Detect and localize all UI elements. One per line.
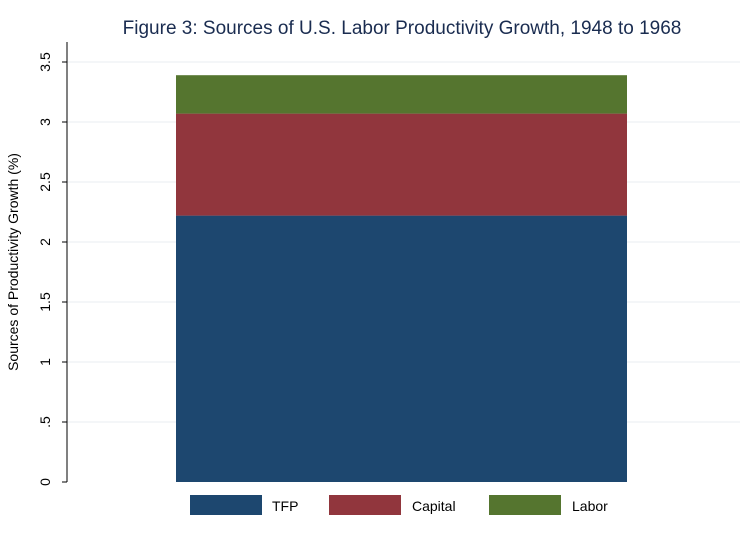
- legend: TFP Capital Labor: [190, 495, 608, 515]
- bar-labor: [176, 75, 627, 114]
- y-tick-label: .5: [37, 416, 53, 428]
- y-tick-label: 3: [37, 118, 53, 126]
- y-tick-label: 1: [37, 358, 53, 366]
- legend-swatch-labor: [489, 495, 561, 515]
- y-axis-ticks: 0 .5 1 1.5 2 2.5 3 3.5: [37, 52, 67, 486]
- legend-label-labor: Labor: [572, 498, 608, 514]
- legend-swatch-capital: [329, 495, 401, 515]
- legend-label-tfp: TFP: [272, 498, 298, 514]
- chart-title: Figure 3: Sources of U.S. Labor Producti…: [123, 18, 682, 39]
- y-tick-label: 2.5: [37, 172, 53, 192]
- bar-tfp: [176, 215, 627, 482]
- y-tick-label: 3.5: [37, 52, 53, 72]
- bars: [176, 75, 627, 482]
- y-tick-label: 1.5: [37, 292, 53, 312]
- y-tick-label: 0: [37, 478, 53, 486]
- bar-capital: [176, 113, 627, 216]
- legend-label-capital: Capital: [412, 498, 456, 514]
- legend-swatch-tfp: [190, 495, 262, 515]
- y-axis-label: Sources of Productivity Growth (%): [5, 153, 21, 371]
- y-tick-label: 2: [37, 238, 53, 246]
